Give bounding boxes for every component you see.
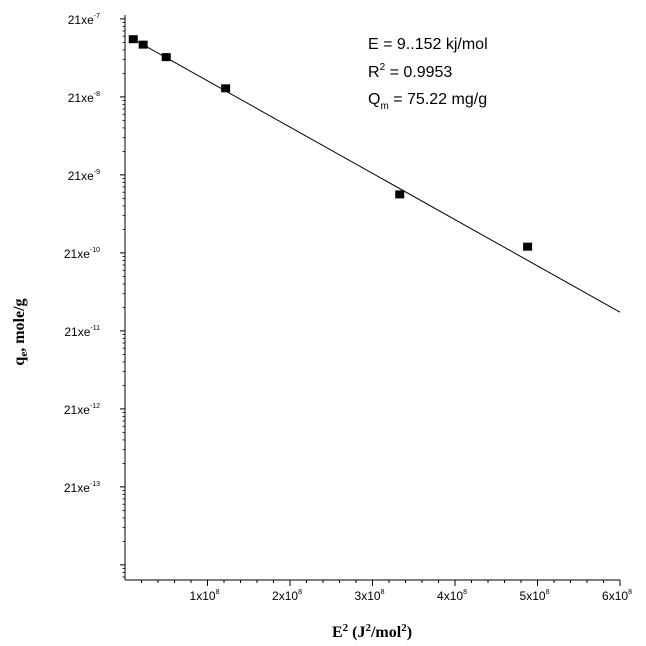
x-tick-label: 1x108: [190, 589, 220, 603]
x-tick-label: 4x108: [437, 589, 467, 603]
y-tick-label: 21xe-10: [64, 247, 100, 261]
data-point: [128, 35, 138, 44]
fit-line-group: [133, 38, 621, 313]
x-axis-title: E2 (J2/mol2): [332, 622, 412, 641]
x-tick-label: 2x108: [272, 589, 302, 603]
annotation-qm: Qm = 75.22 mg/g: [368, 91, 487, 112]
annotation-energy: E = 9..152 kj/mol: [368, 36, 488, 53]
y-tick-label: 21xe-11: [64, 325, 100, 339]
x-tick-label: 3x108: [355, 589, 385, 603]
data-points: [128, 35, 533, 251]
y-axis-title: qe, mole/g: [11, 298, 30, 365]
y-tick-label: 21xe-12: [64, 403, 100, 417]
y-tick-label: 21xe-9: [68, 169, 100, 183]
x-tick-label: 5x108: [520, 589, 550, 603]
y-ticks: 21xe-7 21xe-8 21xe-9 21xe-10 21xe-11 21xe-12 2…: [64, 13, 125, 578]
fit-line: [133, 38, 621, 313]
annotation-r-squared: R2 = 0.9953: [368, 62, 452, 81]
x-ticks: 1x108 2x108 3x108 4x108 5x108 6x108: [141, 580, 632, 603]
annotations: E = 9..152 kj/mol R2 = 0.9953 Qm = 75.22…: [368, 36, 488, 112]
data-point: [138, 40, 148, 49]
x-tick-label: 6x108: [602, 589, 632, 603]
data-point: [395, 190, 405, 199]
data-point: [523, 242, 533, 251]
data-point: [221, 84, 231, 93]
y-tick-label: 21xe-13: [64, 481, 100, 495]
y-tick-label: 21xe-8: [68, 91, 100, 105]
y-tick-label: 21xe-7: [68, 13, 100, 27]
data-point: [161, 53, 171, 62]
